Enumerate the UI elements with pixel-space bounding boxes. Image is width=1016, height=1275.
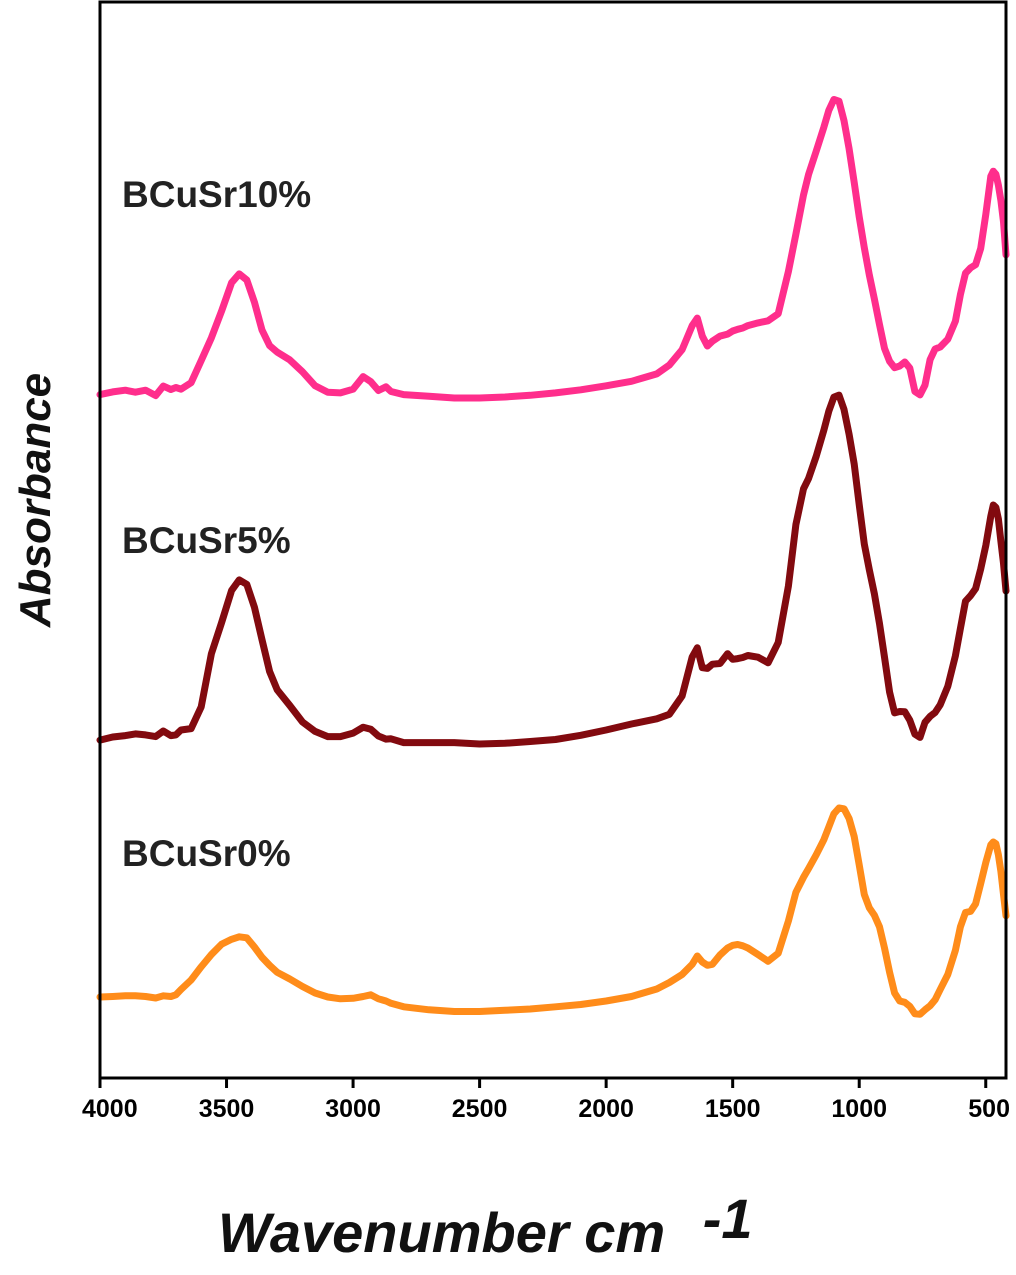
- series-layer: [96, 96, 1010, 1018]
- x-tick-label-500: 500: [968, 1095, 1010, 1123]
- x-axis-title-superscript: -1: [703, 1187, 753, 1250]
- x-tick-label-3500: 3500: [199, 1095, 255, 1123]
- x-tick-label-2500: 2500: [452, 1095, 508, 1123]
- series-label-1: BCuSr10%: [122, 174, 311, 215]
- series-label-layer: BCuSr10% BCuSr5% BCuSr0%: [122, 174, 311, 874]
- x-tick-label-2000: 2000: [578, 1095, 634, 1123]
- series-label-3: BCuSr0%: [122, 833, 291, 874]
- x-tick-label-4000: 4000: [82, 1095, 138, 1123]
- x-tick-label-3000: 3000: [325, 1095, 381, 1123]
- x-axis-title-main: Wavenumber cm: [218, 1201, 665, 1264]
- series-line-3: [96, 804, 1010, 1018]
- series-line-1: [96, 96, 1010, 402]
- plot-frame: [98, 0, 1008, 1080]
- x-axis-ticks: 4000 3500 3000 2500 2000 1500 1000 500: [82, 1078, 1010, 1123]
- x-axis-title: Wavenumber cm -1: [218, 1187, 752, 1264]
- series-line-2: [96, 391, 1010, 748]
- y-axis-title: Absorbance: [11, 373, 60, 628]
- x-tick-label-1000: 1000: [831, 1095, 887, 1123]
- series-label-2: BCuSr5%: [122, 520, 291, 561]
- x-tick-label-1500: 1500: [705, 1095, 761, 1123]
